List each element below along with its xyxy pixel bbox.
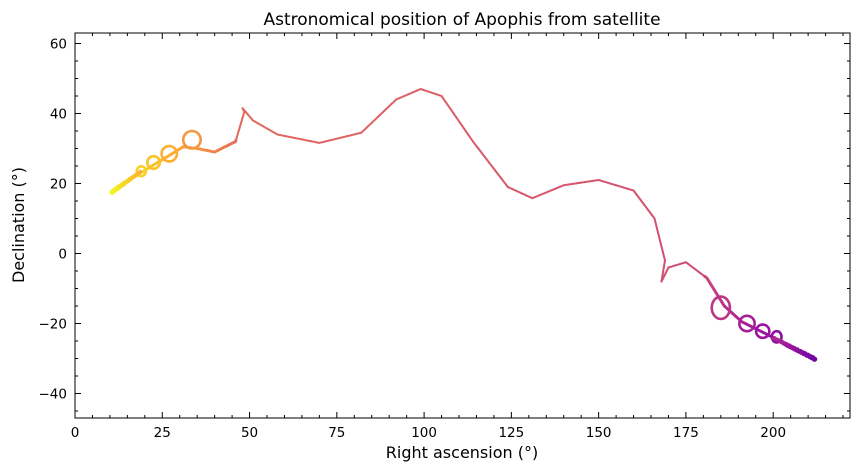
x-tick-label: 200 xyxy=(760,425,786,441)
trajectory-loop xyxy=(160,144,179,163)
axis-ticks: 0 25 50 75 100 125 150 175 200 −40 −20 0 20 40 60 xyxy=(39,33,850,441)
x-tick-label: 100 xyxy=(411,425,437,441)
trajectory-loop xyxy=(754,323,771,340)
trajectory-loop xyxy=(135,165,148,178)
chart-marks xyxy=(109,87,818,362)
y-tick-label: −20 xyxy=(39,317,68,333)
y-tick-label: 40 xyxy=(50,107,67,123)
x-tick-label: 50 xyxy=(241,425,258,441)
y-tick-label: 60 xyxy=(50,37,67,53)
trajectory-loop xyxy=(770,329,783,344)
trajectory-loop xyxy=(738,314,757,333)
x-tick-label: 25 xyxy=(154,425,171,441)
y-tick-label: 0 xyxy=(58,247,67,263)
plot-frame xyxy=(74,32,851,419)
x-axis-label: Right ascension (°) xyxy=(386,443,538,462)
y-tick-label: 20 xyxy=(50,177,67,193)
x-tick-label: 175 xyxy=(673,425,699,441)
x-tick-label: 0 xyxy=(71,425,80,441)
trajectory-point xyxy=(139,170,143,174)
trajectory-loop xyxy=(145,154,162,171)
y-axis-label: Declination (°) xyxy=(9,167,28,283)
trajectory-loop xyxy=(710,295,732,321)
trajectory-point xyxy=(771,337,775,340)
y-tick-label: −40 xyxy=(39,387,68,403)
x-tick-label: 75 xyxy=(328,425,345,441)
x-tick-label: 150 xyxy=(586,425,612,441)
chart-title: Astronomical position of Apophis from sa… xyxy=(263,10,660,30)
x-tick-label: 125 xyxy=(498,425,524,441)
trajectory-loop xyxy=(181,129,202,150)
